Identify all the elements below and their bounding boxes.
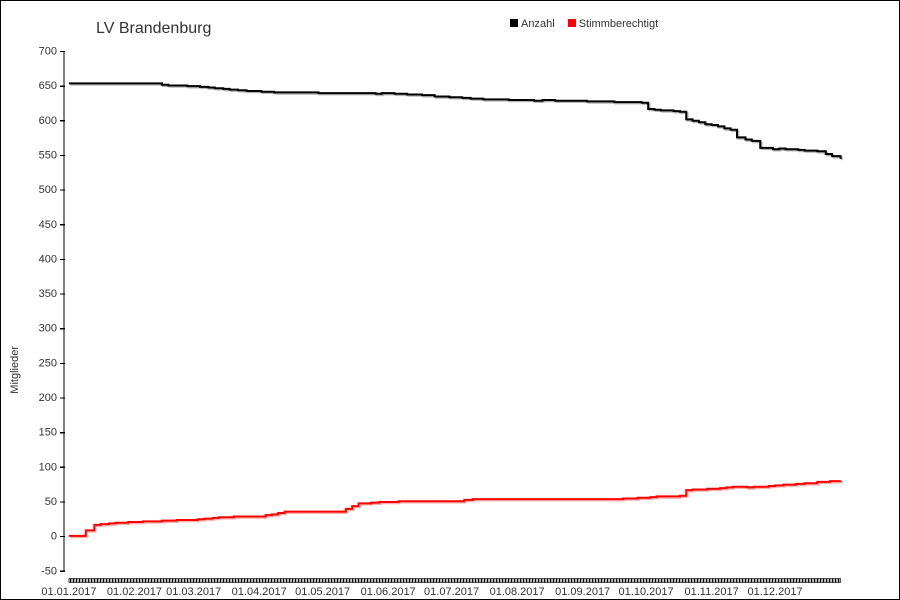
svg-text:01.01.2017: 01.01.2017 [41,586,96,598]
svg-text:01.12.2017: 01.12.2017 [748,586,803,598]
svg-text:01.06.2017: 01.06.2017 [361,586,416,598]
svg-text:700: 700 [39,46,57,58]
svg-text:300: 300 [39,323,57,335]
svg-text:450: 450 [39,219,57,231]
svg-text:250: 250 [39,357,57,369]
svg-text:100: 100 [39,461,57,473]
svg-text:600: 600 [39,115,57,127]
svg-text:01.02.2017: 01.02.2017 [107,586,162,598]
svg-text:350: 350 [39,288,57,300]
svg-text:50: 50 [45,496,57,508]
svg-text:-50: -50 [41,565,57,577]
svg-text:200: 200 [39,392,57,404]
svg-text:01.10.2017: 01.10.2017 [619,586,674,598]
svg-text:01.09.2017: 01.09.2017 [555,586,610,598]
svg-text:01.07.2017: 01.07.2017 [424,586,479,598]
svg-text:01.03.2017: 01.03.2017 [166,586,221,598]
svg-text:01.04.2017: 01.04.2017 [232,586,287,598]
svg-text:500: 500 [39,184,57,196]
svg-text:01.08.2017: 01.08.2017 [490,586,545,598]
svg-text:0: 0 [51,531,57,543]
svg-text:150: 150 [39,427,57,439]
svg-text:400: 400 [39,253,57,265]
svg-text:01.11.2017: 01.11.2017 [684,586,738,598]
svg-text:01.05.2017: 01.05.2017 [295,586,350,598]
svg-text:650: 650 [39,80,57,92]
svg-text:550: 550 [39,149,57,161]
